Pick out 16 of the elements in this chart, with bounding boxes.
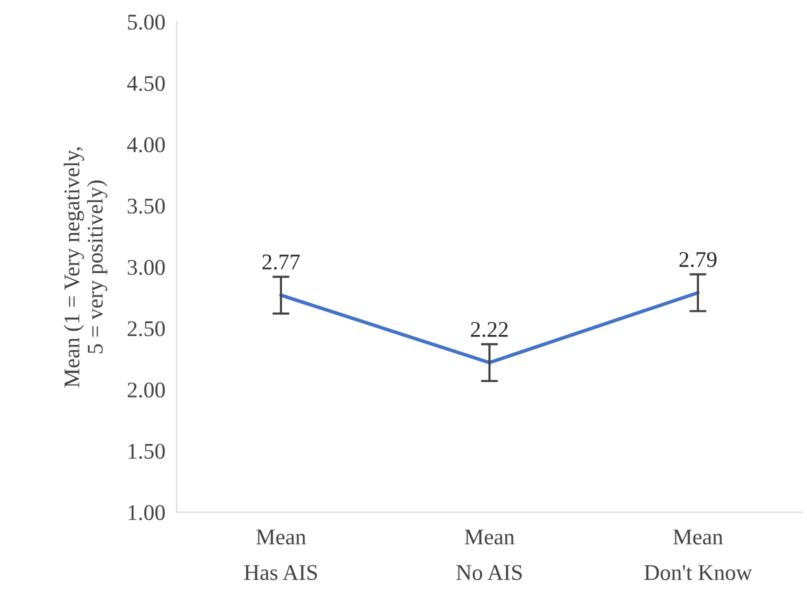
x-tick-label: Mean Has AIS <box>244 530 317 580</box>
y-tick-label: 1.00 <box>128 505 165 520</box>
data-label: 2.79 <box>679 252 716 268</box>
x-tick-label: Mean Don't Know <box>644 530 752 580</box>
data-label: 2.22 <box>470 322 508 338</box>
data-label: 2.77 <box>262 254 300 270</box>
y-tick-label: 4.50 <box>127 76 165 92</box>
x-tick-label: Mean No AIS <box>456 530 522 580</box>
y-tick-label: 3.00 <box>128 260 165 275</box>
y-tick-label: 2.00 <box>128 382 165 398</box>
y-tick-label: 4.00 <box>127 137 165 152</box>
y-axis-title: Mean (1 = Very negatively, 5 = very positively) <box>64 147 108 388</box>
y-tick-label: 5.00 <box>128 14 165 30</box>
y-tick-label: 1.50 <box>128 444 165 459</box>
y-tick-label: 2.50 <box>128 321 165 336</box>
y-tick-label: 3.50 <box>128 198 165 214</box>
